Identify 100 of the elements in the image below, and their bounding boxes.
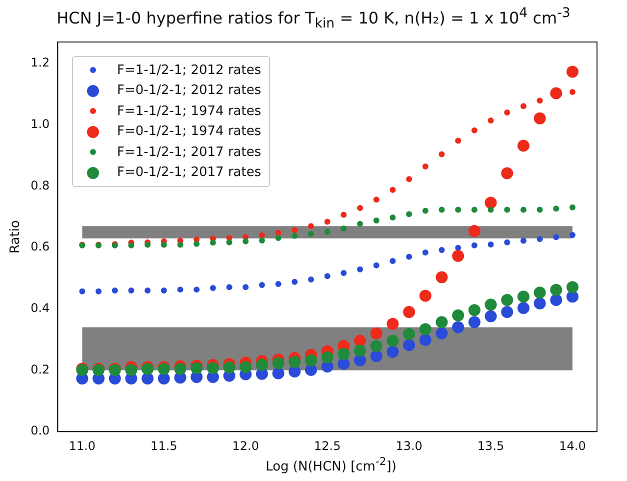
- point: [324, 218, 330, 225]
- point: [112, 287, 118, 294]
- point: [550, 87, 562, 100]
- point: [536, 98, 543, 104]
- point: [569, 204, 576, 210]
- point: [321, 351, 334, 364]
- legend-label: F=0-1/2-1; 2017 rates: [117, 165, 262, 180]
- point: [292, 232, 298, 239]
- point: [340, 226, 347, 232]
- point: [288, 356, 301, 368]
- point: [520, 103, 526, 110]
- chart-title: HCN J=1-0 hyperfine ratios for T$_{kin}$ = 10 K, n(H₂) = 1 x 10$^{4}$ cm$^{-3}$: [56, 6, 572, 32]
- point: [471, 242, 478, 248]
- point: [484, 310, 497, 322]
- point: [438, 151, 445, 158]
- point: [422, 164, 428, 170]
- point: [520, 206, 526, 213]
- point: [553, 206, 560, 212]
- y-tick-label: 1.2: [30, 56, 50, 70]
- point: [517, 140, 530, 152]
- point: [422, 208, 428, 214]
- point: [517, 302, 530, 314]
- point: [471, 127, 478, 134]
- x-tick-label: 12.5: [314, 438, 341, 453]
- legend-label: F=1-1/2-1; 2012 rates: [117, 62, 262, 78]
- point: [292, 227, 298, 234]
- point: [128, 242, 134, 248]
- point: [256, 358, 268, 371]
- point: [406, 176, 412, 182]
- point: [357, 220, 364, 227]
- point: [242, 238, 249, 244]
- point: [390, 186, 396, 193]
- legend-label: F=0-1/2-1; 1974 rates: [117, 124, 262, 140]
- point: [536, 236, 543, 242]
- x-tick-label: 11.0: [68, 438, 96, 453]
- point: [504, 206, 510, 213]
- point: [324, 228, 330, 235]
- point: [275, 230, 282, 236]
- point: [357, 204, 364, 211]
- point: [177, 242, 184, 248]
- point: [403, 328, 416, 340]
- point: [386, 334, 399, 347]
- point: [272, 357, 284, 370]
- point: [438, 246, 445, 253]
- y-axis-title: Ratio: [8, 220, 24, 254]
- x-tick-label: 13.5: [477, 438, 504, 453]
- point: [240, 361, 252, 374]
- point: [520, 238, 526, 244]
- point: [553, 234, 560, 240]
- point: [403, 339, 416, 352]
- point: [174, 363, 186, 376]
- point: [373, 262, 380, 268]
- legend-label: F=0-1/2-1; 2012 rates: [117, 83, 262, 98]
- point: [419, 323, 432, 336]
- point: [419, 334, 432, 346]
- x-tick-label: 14.0: [559, 438, 586, 453]
- point: [305, 354, 317, 366]
- x-tick-label: 13.0: [396, 438, 422, 453]
- point: [177, 286, 184, 293]
- legend-label: F=1-1/2-1; 1974 rates: [117, 104, 262, 119]
- y-tick-label: 0.0: [30, 424, 50, 438]
- point: [144, 242, 151, 248]
- point: [338, 358, 350, 370]
- point: [468, 224, 480, 237]
- y-tick-label: 0.2: [30, 362, 50, 376]
- point: [468, 316, 480, 328]
- point: [452, 250, 464, 262]
- point: [550, 294, 562, 306]
- point: [242, 284, 249, 290]
- point: [386, 346, 399, 358]
- point: [308, 276, 314, 282]
- y-tick-label: 0.6: [30, 240, 50, 254]
- point: [488, 241, 494, 248]
- point: [223, 361, 236, 374]
- point: [226, 284, 232, 290]
- point: [308, 231, 314, 238]
- point: [357, 266, 364, 272]
- point: [210, 285, 216, 292]
- point: [373, 196, 380, 203]
- point: [452, 309, 464, 322]
- point: [504, 110, 510, 116]
- point: [455, 206, 462, 213]
- point: [436, 327, 448, 340]
- point: [488, 206, 494, 213]
- point: [144, 287, 151, 294]
- point: [258, 237, 265, 244]
- point: [566, 281, 578, 294]
- point: [190, 362, 203, 374]
- point: [194, 286, 200, 293]
- point: [128, 287, 134, 294]
- point: [569, 89, 576, 96]
- x-tick-label: 11.5: [150, 438, 178, 453]
- point: [308, 223, 314, 230]
- point: [501, 306, 514, 318]
- point: [501, 167, 514, 180]
- point: [324, 273, 330, 280]
- point: [484, 196, 497, 209]
- point: [338, 348, 350, 360]
- point: [210, 240, 216, 246]
- point: [390, 214, 396, 220]
